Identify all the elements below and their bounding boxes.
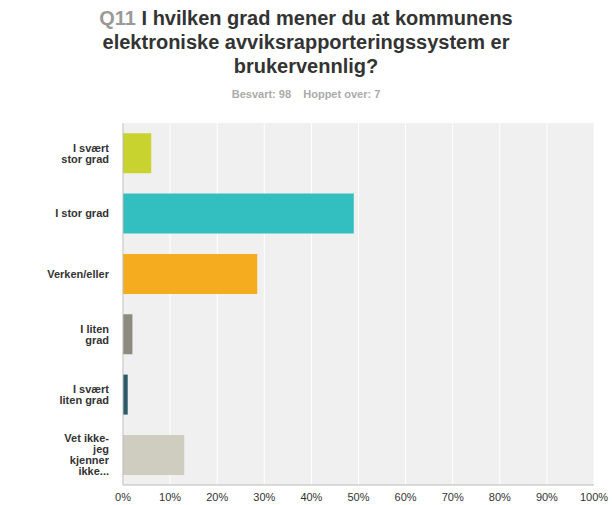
svg-text:I sværtliten grad: I sværtliten grad	[59, 383, 109, 406]
svg-text:10%: 10%	[159, 491, 181, 503]
svg-text:I stor grad: I stor grad	[55, 207, 109, 219]
svg-text:20%: 20%	[206, 491, 228, 503]
svg-text:70%: 70%	[442, 491, 464, 503]
svg-text:I litengrad: I litengrad	[80, 323, 109, 346]
svg-text:90%: 90%	[536, 491, 558, 503]
svg-text:100%: 100%	[580, 491, 604, 503]
svg-text:60%: 60%	[395, 491, 417, 503]
svg-text:40%: 40%	[300, 491, 322, 503]
svg-text:0%: 0%	[115, 491, 131, 503]
svg-text:80%: 80%	[489, 491, 511, 503]
svg-text:50%: 50%	[347, 491, 369, 503]
svg-text:Vet ikke-jegkjennerikke...: Vet ikke-jegkjennerikke...	[64, 432, 109, 477]
html-text:Q11 I hvilken grad mener du at: Q11 I hvilken grad mener du at kommunens…	[99, 7, 513, 77]
svg-text:Verken/eller: Verken/eller	[47, 268, 109, 280]
svg-text:30%: 30%	[253, 491, 275, 503]
html-text:Besvart: 98 Hoppet over: 7: Besvart: 98 Hoppet over: 7	[231, 88, 381, 100]
svg-text:I sværtstor grad: I sværtstor grad	[61, 142, 109, 165]
